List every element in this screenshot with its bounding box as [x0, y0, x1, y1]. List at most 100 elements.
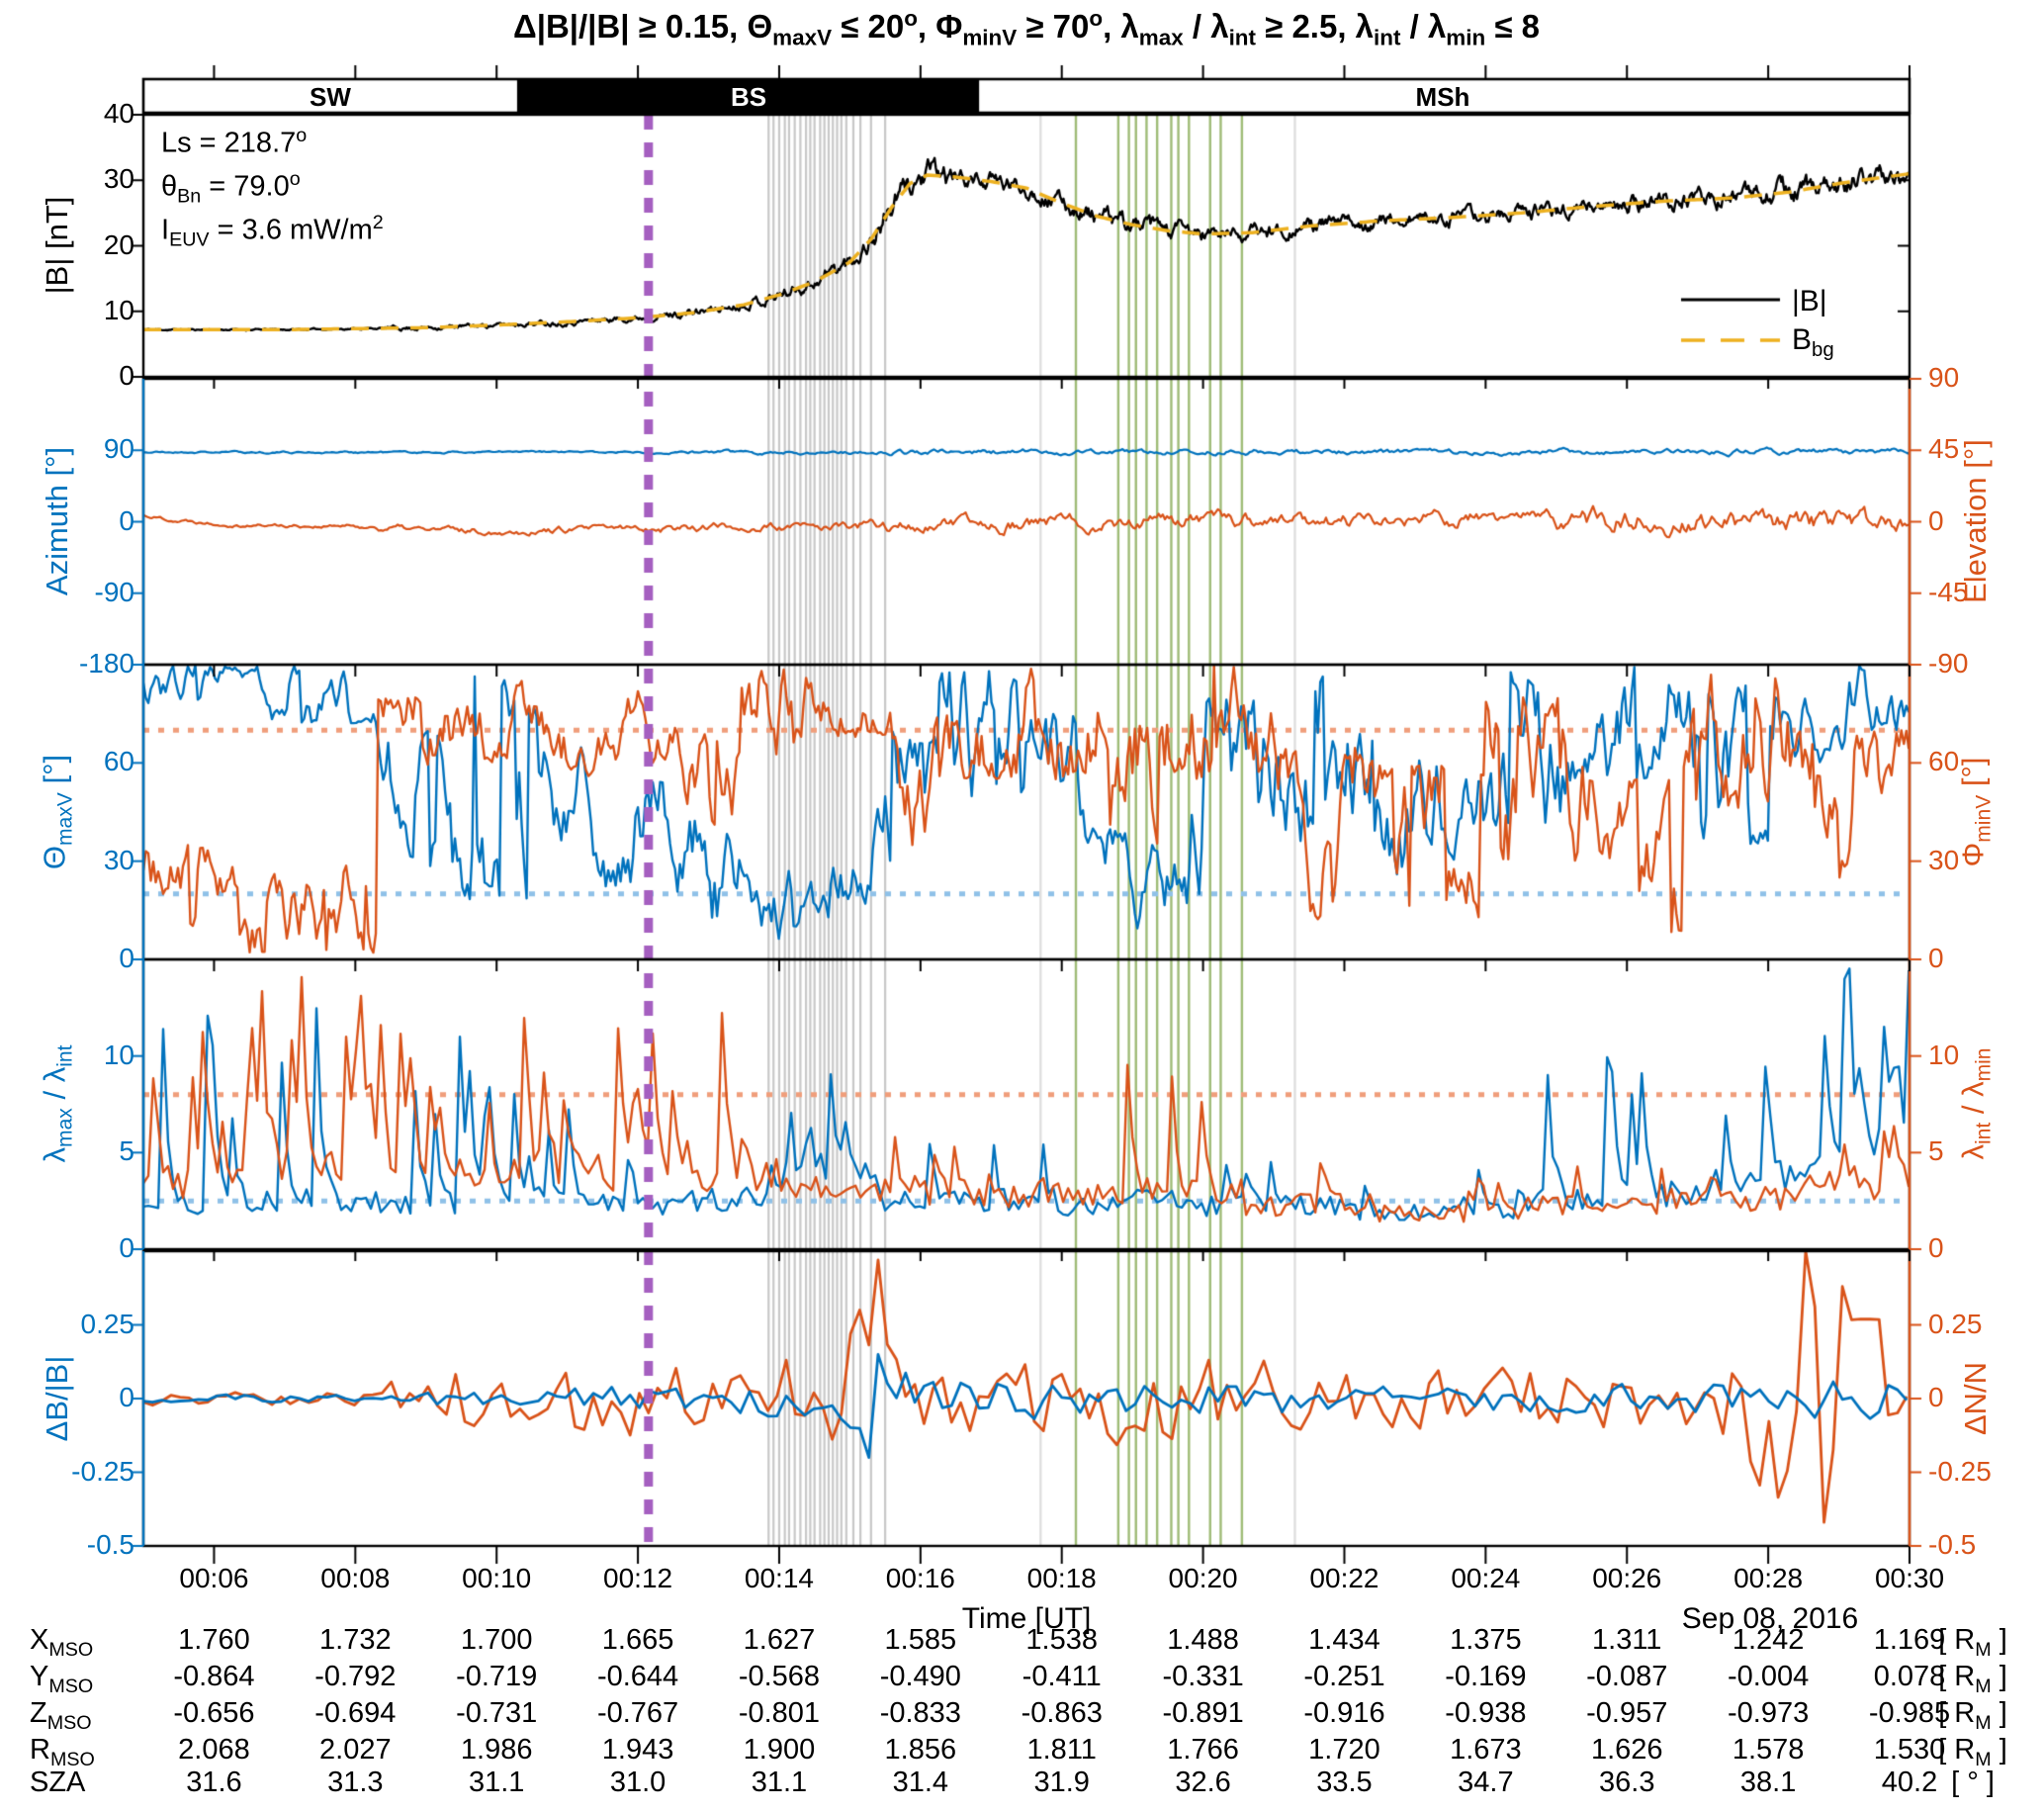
table-cell: 1.311 [1592, 1624, 1662, 1656]
table-cell: 31.6 [186, 1767, 242, 1798]
table-cell: -0.004 [1727, 1661, 1810, 1692]
y-tick-label-left: 30 [103, 163, 134, 195]
region-label-sw: SW [310, 82, 351, 112]
table-cell: 38.1 [1739, 1767, 1797, 1798]
table-cell: 2.068 [178, 1734, 250, 1766]
table-cell: 1.700 [460, 1624, 533, 1656]
table-cell: 1.811 [1026, 1734, 1097, 1766]
table-cell: 1.900 [743, 1734, 816, 1766]
table-cell: 34.7 [1458, 1767, 1514, 1798]
table-cell: -0.490 [879, 1661, 961, 1692]
table-cell: -0.411 [1022, 1661, 1102, 1692]
legend-label-b: |B| [1792, 285, 1827, 317]
y-tick-label-right: 90 [1928, 362, 1960, 393]
y-tick-label-left: 0 [119, 360, 134, 391]
table-cell: 1.732 [319, 1624, 392, 1656]
y-tick-label-right: 0 [1928, 943, 1944, 973]
x-tick-label: 00:26 [1592, 1563, 1662, 1593]
y-tick-label-right: 0 [1928, 1232, 1944, 1263]
table-cell: 1.720 [1308, 1734, 1380, 1766]
y-tick-label-right: 60 [1928, 746, 1960, 777]
table-cell: -0.169 [1445, 1661, 1527, 1692]
y-tick-label-left: -0.25 [71, 1455, 134, 1487]
table-cell: -0.087 [1586, 1661, 1668, 1692]
y-tick-label-right: -45 [1928, 576, 1969, 607]
table-row-label: RMSO [30, 1734, 95, 1770]
y-tick-label-right: 10 [1928, 1039, 1960, 1070]
table-cell: 32.6 [1175, 1767, 1231, 1798]
table-cell: -0.731 [456, 1697, 538, 1729]
x-tick-label: 00:14 [744, 1563, 814, 1593]
y-tick-label-left: -180 [78, 648, 134, 679]
x-tick-label: 00:22 [1309, 1563, 1379, 1593]
table-cell: 31.4 [892, 1767, 949, 1798]
table-cell: 1.766 [1167, 1734, 1239, 1766]
table-cell: 31.1 [751, 1767, 808, 1798]
table-cell: -0.863 [1021, 1697, 1103, 1729]
region-label-bs: BS [730, 82, 767, 112]
table-cell: 0.078 [1873, 1661, 1946, 1692]
table-cell: 1.627 [743, 1624, 816, 1656]
table-cell: 1.986 [460, 1734, 533, 1766]
x-tick-label: 00:06 [179, 1563, 249, 1593]
x-tick-label: 00:08 [320, 1563, 391, 1593]
table-cell: -0.891 [1162, 1697, 1244, 1729]
table-cell: 1.585 [884, 1624, 957, 1656]
table-cell: 1.856 [884, 1734, 957, 1766]
x-tick-label: 00:12 [603, 1563, 673, 1593]
legend-label-bbg: Bbg [1792, 323, 1834, 361]
table-row-label: XMSO [30, 1624, 94, 1661]
table-cell: 36.3 [1599, 1767, 1655, 1798]
table-cell: 1.434 [1308, 1624, 1380, 1656]
table-cell: 1.760 [178, 1624, 250, 1656]
table-cell: -0.957 [1586, 1697, 1668, 1729]
y-tick-label-left: 30 [103, 844, 134, 875]
table-cell: 1.626 [1590, 1734, 1663, 1766]
x-tick-label: 00:24 [1451, 1563, 1521, 1593]
y-tick-label-right: -0.5 [1928, 1529, 1977, 1560]
table-cell: -0.973 [1727, 1697, 1810, 1729]
table-unit-cell: [ RM ] [1938, 1661, 2007, 1697]
ylabel-lint-lmin: λint / λmin [1955, 1047, 1996, 1160]
table-cell: 1.488 [1167, 1624, 1239, 1656]
y-tick-label-right: 0.25 [1928, 1308, 1983, 1339]
y-tick-label-left: 0 [119, 943, 134, 973]
chart-title: Δ|B|/|B| ≥ 0.15, ΘmaxV ≤ 20o, ΦminV ≥ 70… [513, 6, 1540, 50]
ylabel-phi-minv: ΦminV [°] [1955, 757, 1996, 867]
annotation-thetabn: θBn = 79.0o [161, 168, 301, 208]
table-cell: 1.665 [601, 1624, 674, 1656]
x-tick-label: 00:18 [1026, 1563, 1097, 1593]
y-tick-label-left: 60 [103, 746, 134, 777]
x-tick-label: 00:28 [1733, 1563, 1804, 1593]
ylabel-dn-n: ΔN/N [1958, 1361, 1993, 1436]
x-tick-label: 00:16 [885, 1563, 955, 1593]
table-row-label: YMSO [30, 1661, 94, 1697]
table-cell: -0.644 [596, 1661, 679, 1692]
table-cell: -0.694 [314, 1697, 397, 1729]
annotation-ieuv: IEUV = 3.6 mW/m2 [161, 212, 384, 251]
table-cell: 1.673 [1450, 1734, 1522, 1766]
y-tick-label-right: 0 [1928, 504, 1944, 536]
y-tick-label-right: -90 [1928, 648, 1969, 679]
table-cell: 31.0 [609, 1767, 667, 1798]
table-cell: 31.3 [327, 1767, 384, 1798]
table-unit-cell: [ ° ] [1951, 1767, 1995, 1798]
table-row-label: ZMSO [30, 1697, 92, 1734]
table-cell: 40.2 [1881, 1767, 1938, 1798]
table-cell: -0.251 [1303, 1661, 1385, 1692]
table-cell: -0.719 [456, 1661, 538, 1692]
table-cell: 1.538 [1025, 1624, 1098, 1656]
table-cell: 1.169 [1873, 1624, 1946, 1656]
y-tick-label-left: 40 [103, 98, 134, 129]
table-cell: -0.568 [738, 1661, 821, 1692]
x-axis-label: Time [UT] [961, 1602, 1092, 1635]
table-cell: 1.242 [1732, 1624, 1805, 1656]
table-cell: -0.938 [1445, 1697, 1527, 1729]
table-row-label: SZA [30, 1767, 86, 1798]
table-cell: 1.578 [1732, 1734, 1805, 1766]
y-tick-label-right: 45 [1928, 433, 1960, 465]
table-cell: -0.985 [1868, 1697, 1951, 1729]
y-tick-label-left: -90 [94, 576, 134, 607]
y-tick-label-right: 5 [1928, 1135, 1944, 1167]
